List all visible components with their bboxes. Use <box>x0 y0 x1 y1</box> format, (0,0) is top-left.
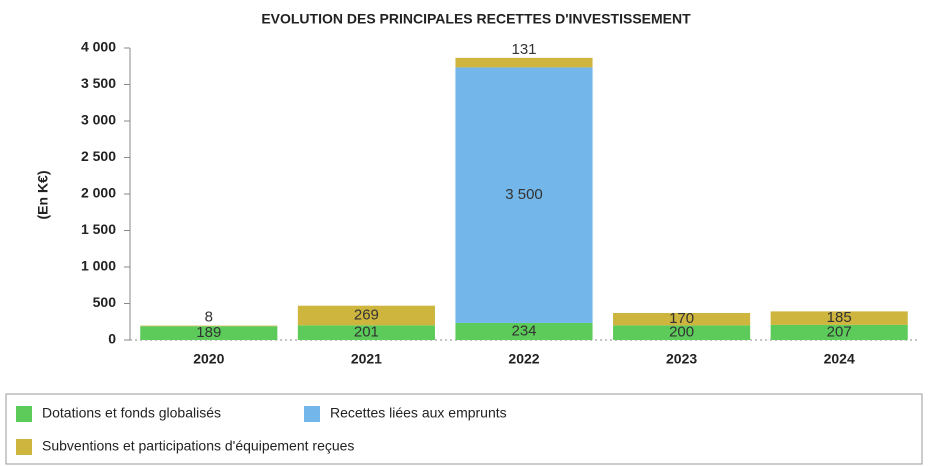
data-label: 131 <box>511 41 536 58</box>
bar-segment <box>613 325 751 340</box>
data-label: 207 <box>827 323 852 340</box>
bar-segment <box>613 312 751 326</box>
data-label: 8 <box>205 309 213 326</box>
data-label: 201 <box>354 324 379 341</box>
x-tick-label: 2023 <box>666 351 697 367</box>
legend-label: Dotations et fonds globalisés <box>42 405 221 421</box>
legend-box <box>5 393 923 465</box>
chart-title: EVOLUTION DES PRINCIPALES RECETTES D'INV… <box>261 11 691 27</box>
bar-segment <box>140 326 278 340</box>
y-tick-label: 2 000 <box>81 185 116 201</box>
bar-segment <box>770 324 908 340</box>
bar-segment <box>297 325 435 340</box>
bar-segment <box>455 67 593 323</box>
legend-swatch <box>304 406 320 422</box>
x-tick-label: 2022 <box>508 351 539 367</box>
y-tick-label: 1 500 <box>81 221 116 237</box>
y-tick-label: 0 <box>108 331 116 347</box>
bar-segment <box>455 322 593 340</box>
data-label: 185 <box>827 309 852 326</box>
y-axis-label: (En K€) <box>35 171 51 220</box>
x-tick-label: 2020 <box>193 351 224 367</box>
y-tick-label: 3 000 <box>81 112 116 128</box>
y-tick-label: 500 <box>93 294 117 310</box>
data-label: 269 <box>354 306 379 323</box>
x-tick-label: 2021 <box>351 351 382 367</box>
data-label: 3 500 <box>505 186 543 203</box>
y-tick-label: 1 000 <box>81 258 116 274</box>
y-tick-label: 2 500 <box>81 148 116 164</box>
legend-label: Recettes liées aux emprunts <box>330 405 507 421</box>
bar-segment <box>770 311 908 325</box>
bar-segment <box>455 57 593 68</box>
legend-swatch <box>16 439 32 455</box>
y-tick-label: 3 500 <box>81 75 116 91</box>
data-label: 234 <box>511 322 536 339</box>
data-label: 189 <box>196 324 221 341</box>
legend-label: Subventions et participations d'équipeme… <box>42 438 354 454</box>
bar-segment <box>140 325 278 327</box>
bar-segment <box>297 305 435 326</box>
legend-swatch <box>16 406 32 422</box>
data-label: 200 <box>669 324 694 341</box>
x-tick-label: 2024 <box>824 351 855 367</box>
y-tick-label: 4 000 <box>81 39 116 55</box>
data-label: 170 <box>669 310 694 327</box>
